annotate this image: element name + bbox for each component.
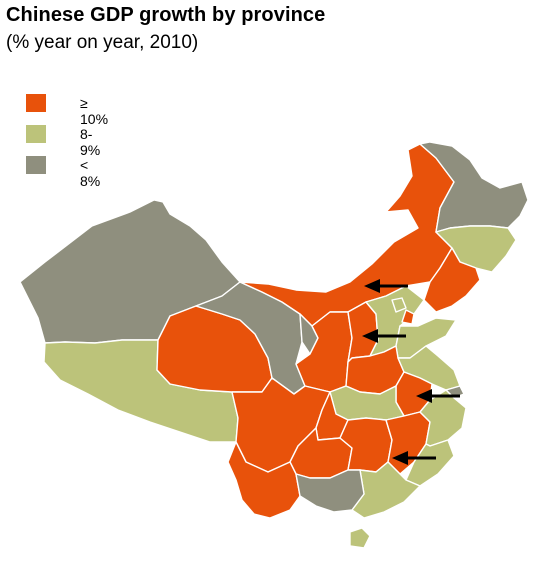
- map-title: Chinese GDP growth by province: [6, 4, 326, 26]
- map-subtitle: (% year on year, 2010): [6, 32, 199, 53]
- province-guangxi: [295, 469, 365, 513]
- legend-label-high: ≥ 10%: [80, 95, 109, 127]
- legend-swatch-high: [26, 94, 46, 112]
- legend-label-mid: 8-9%: [80, 126, 101, 158]
- legend-swatch-low: [26, 156, 46, 174]
- arrow-jiangxi: [392, 451, 436, 465]
- arrow-shanxi: [362, 329, 406, 343]
- province-liaoning: [423, 247, 481, 313]
- arrow-anhui: [416, 389, 460, 403]
- province-hainan: [349, 527, 371, 549]
- province-zhejiang: [419, 389, 467, 447]
- province-tianjin: [401, 309, 415, 325]
- legend-swatch-mid: [26, 125, 46, 143]
- province-yunnan: [227, 441, 301, 519]
- arrow-inner-mongolia: [364, 279, 408, 293]
- legend-label-low: < 8%: [80, 157, 101, 189]
- province-heilongjiang: [419, 141, 529, 233]
- province-beijing: [391, 297, 407, 313]
